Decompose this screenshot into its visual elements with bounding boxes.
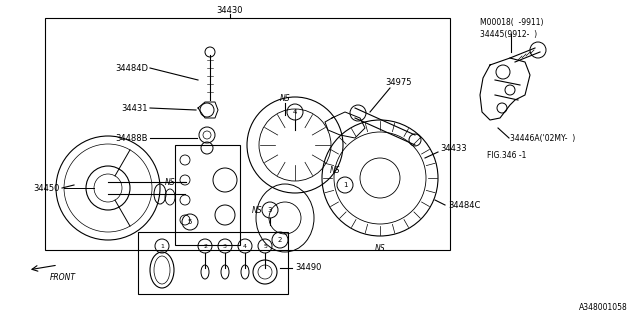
Text: M00018(  -9911): M00018( -9911)	[480, 18, 543, 27]
Text: 2: 2	[278, 237, 282, 243]
Bar	[45, 18, 450, 250]
Text: 34445(9912-  ): 34445(9912- )	[480, 29, 537, 38]
Text: NS: NS	[280, 93, 291, 102]
Text: 34484C: 34484C	[448, 201, 481, 210]
Text: 1: 1	[160, 244, 164, 249]
Text: 34484D: 34484D	[115, 63, 148, 73]
Bar	[138, 232, 288, 294]
Text: 34450: 34450	[34, 183, 60, 193]
Text: 2: 2	[203, 244, 207, 249]
Text: NS: NS	[374, 244, 385, 252]
Text: 34490: 34490	[295, 263, 321, 273]
Text: 4: 4	[243, 244, 247, 249]
Text: 34430: 34430	[217, 5, 243, 14]
Text: 34433: 34433	[440, 143, 467, 153]
Text: NS: NS	[164, 178, 175, 187]
Text: 34431: 34431	[122, 103, 148, 113]
Text: 5: 5	[188, 219, 192, 225]
Text: 4: 4	[293, 109, 297, 115]
Text: 34488B: 34488B	[115, 133, 148, 142]
Text: 5: 5	[263, 244, 267, 249]
Bar	[175, 145, 240, 245]
Text: NS: NS	[330, 165, 340, 174]
Text: FIG.346 -1: FIG.346 -1	[487, 150, 526, 159]
Text: 1: 1	[343, 182, 348, 188]
Text: FRONT: FRONT	[50, 274, 76, 283]
Text: NS: NS	[252, 205, 262, 214]
Text: A348001058: A348001058	[579, 303, 628, 312]
Text: 34975: 34975	[385, 77, 412, 86]
Text: 34446A('02MY-  ): 34446A('02MY- )	[510, 133, 575, 142]
Text: 3: 3	[268, 207, 272, 213]
Text: 3: 3	[223, 244, 227, 249]
